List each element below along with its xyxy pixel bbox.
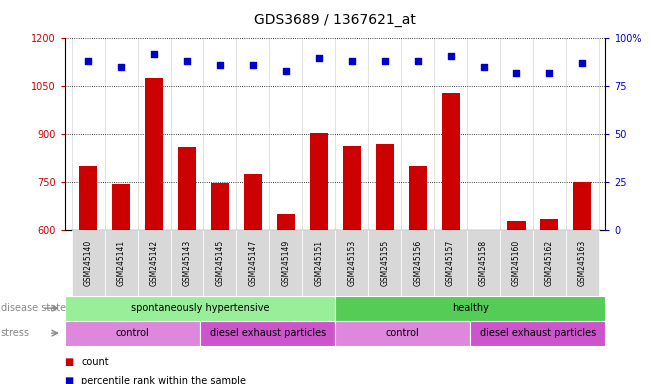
Text: percentile rank within the sample: percentile rank within the sample <box>81 376 246 384</box>
Bar <box>368 230 401 296</box>
Bar <box>178 147 196 230</box>
Point <box>83 58 93 65</box>
Point <box>511 70 521 76</box>
Point <box>281 68 291 74</box>
Bar <box>507 221 525 230</box>
Text: GSM245141: GSM245141 <box>117 240 126 286</box>
Bar <box>65 296 335 321</box>
Text: ■: ■ <box>65 357 77 367</box>
Point <box>544 70 555 76</box>
Text: GSM245162: GSM245162 <box>545 240 554 286</box>
Bar <box>335 230 368 296</box>
Bar <box>244 174 262 230</box>
Bar <box>401 230 434 296</box>
Point <box>182 58 192 65</box>
Bar <box>105 230 137 296</box>
Text: GSM245145: GSM245145 <box>215 240 225 286</box>
Bar <box>211 183 229 230</box>
Point <box>247 62 258 68</box>
Text: diesel exhaust particles: diesel exhaust particles <box>480 328 596 338</box>
Text: GSM245163: GSM245163 <box>578 240 587 286</box>
Bar <box>566 230 599 296</box>
Text: control: control <box>116 328 150 338</box>
Bar <box>201 321 335 346</box>
Point <box>314 55 324 61</box>
Bar <box>467 230 500 296</box>
Text: GSM245140: GSM245140 <box>84 240 92 286</box>
Point <box>577 60 588 66</box>
Text: GSM245160: GSM245160 <box>512 240 521 286</box>
Text: diesel exhaust particles: diesel exhaust particles <box>210 328 326 338</box>
Bar <box>500 230 533 296</box>
Bar <box>302 230 335 296</box>
Bar <box>471 321 605 346</box>
Bar <box>310 133 328 230</box>
Text: spontaneously hypertensive: spontaneously hypertensive <box>131 303 270 313</box>
Bar <box>434 230 467 296</box>
Bar <box>409 166 426 230</box>
Point <box>346 58 357 65</box>
Bar <box>270 230 302 296</box>
Text: GSM245149: GSM245149 <box>281 240 290 286</box>
Bar <box>145 78 163 230</box>
Text: GSM245157: GSM245157 <box>446 240 455 286</box>
Text: GSM245153: GSM245153 <box>347 240 356 286</box>
Text: GDS3689 / 1367621_at: GDS3689 / 1367621_at <box>255 13 416 27</box>
Point <box>116 64 126 70</box>
Bar <box>335 321 471 346</box>
Text: GSM245143: GSM245143 <box>182 240 191 286</box>
Bar <box>65 321 201 346</box>
Bar <box>540 219 559 230</box>
Bar <box>171 230 204 296</box>
Text: GSM245147: GSM245147 <box>249 240 257 286</box>
Bar <box>441 93 460 230</box>
Bar <box>236 230 270 296</box>
Point <box>478 64 489 70</box>
Bar <box>533 230 566 296</box>
Bar <box>574 182 591 230</box>
Bar <box>79 166 97 230</box>
Text: disease state: disease state <box>1 303 66 313</box>
Text: GSM245156: GSM245156 <box>413 240 422 286</box>
Text: control: control <box>386 328 420 338</box>
Bar <box>376 144 394 230</box>
Bar <box>335 296 605 321</box>
Text: healthy: healthy <box>452 303 489 313</box>
Text: GSM245158: GSM245158 <box>479 240 488 286</box>
Text: stress: stress <box>1 328 30 338</box>
Text: GSM245151: GSM245151 <box>314 240 324 286</box>
Point <box>413 58 423 65</box>
Bar <box>277 214 295 230</box>
Bar <box>204 230 236 296</box>
Point <box>445 53 456 59</box>
Text: ■: ■ <box>65 376 77 384</box>
Bar <box>137 230 171 296</box>
Bar <box>72 230 105 296</box>
Point <box>380 58 390 65</box>
Text: GSM245155: GSM245155 <box>380 240 389 286</box>
Bar <box>112 184 130 230</box>
Text: count: count <box>81 357 109 367</box>
Bar <box>342 146 361 230</box>
Point <box>215 62 225 68</box>
Point <box>149 51 159 57</box>
Text: GSM245142: GSM245142 <box>150 240 159 286</box>
